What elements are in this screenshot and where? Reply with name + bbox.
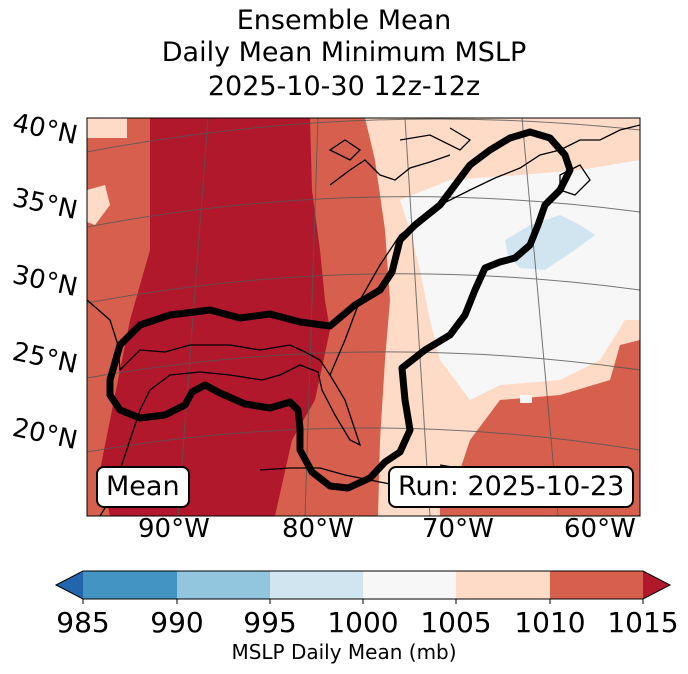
colorbar-label: MSLP Daily Mean (mb) xyxy=(231,640,457,664)
colorbar-tick-985: 985 xyxy=(56,606,110,639)
colorbar-segment-1010 xyxy=(550,571,643,599)
colorbar-tick-1005: 1005 xyxy=(420,606,492,639)
title-line-3: 2025-10-30 12z-12z xyxy=(207,71,481,102)
colorbar-tick-1015: 1015 xyxy=(607,606,679,639)
colorbar-segment-985 xyxy=(83,571,177,599)
lon-label-60w: 60°W xyxy=(564,514,636,544)
colorbar-tick-1010: 1010 xyxy=(514,606,586,639)
title-line-2: Daily Mean Minimum MSLP xyxy=(161,37,527,68)
colorbar-arrow-max xyxy=(643,571,670,599)
lon-label-80w: 80°W xyxy=(282,514,354,544)
colorbar-tick-990: 990 xyxy=(150,606,204,639)
lon-label-90w: 90°W xyxy=(138,514,210,544)
colorbar-segment-995 xyxy=(270,571,363,599)
run-label-box: Run: 2025-10-23 xyxy=(388,466,635,508)
colorbar-tick-1000: 1000 xyxy=(327,606,399,639)
title-line-1: Ensemble Mean xyxy=(236,5,452,36)
colorbar-segment-990 xyxy=(177,571,270,599)
mean-label-box: Mean xyxy=(96,466,190,508)
contour-line xyxy=(106,128,574,492)
colorbar-segment-1000 xyxy=(363,571,456,599)
colorbar-arrow-min xyxy=(56,571,83,599)
mslp-field xyxy=(87,118,640,516)
lon-label-70w: 70°W xyxy=(422,514,494,544)
colorbar-segment-1005 xyxy=(456,571,550,599)
colorbar-tick-995: 995 xyxy=(243,606,297,639)
